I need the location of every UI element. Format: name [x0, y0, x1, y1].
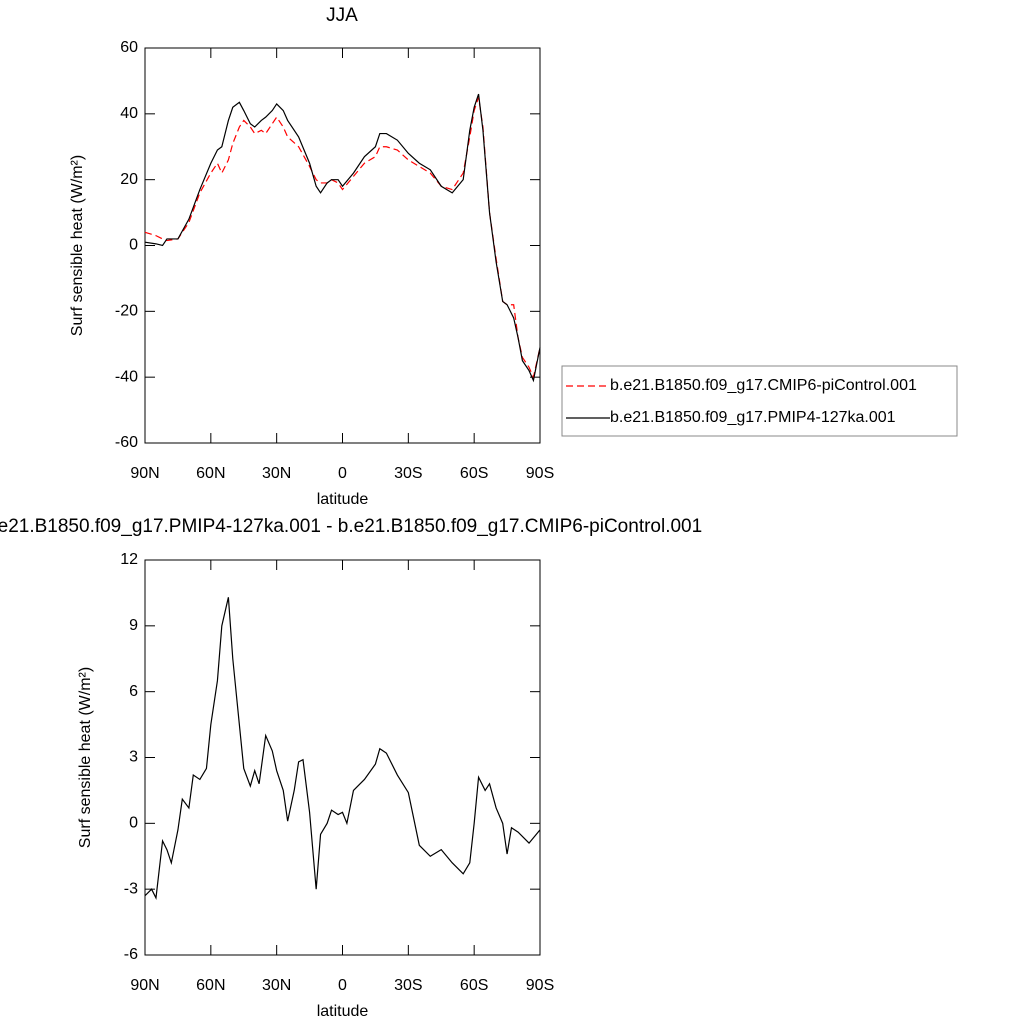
x-tick-label: 30S [394, 465, 422, 482]
x-tick-label: 30N [262, 465, 291, 482]
chart-title: JJA [326, 5, 358, 26]
legend-label: b.e21.B1850.f09_g17.PMIP4-127ka.001 [610, 409, 896, 426]
x-tick-label: 90S [526, 977, 554, 994]
y-tick-label: 3 [129, 749, 138, 766]
x-tick-label: 0 [338, 977, 347, 994]
chart-title: b.e21.B1850.f09_g17.PMIP4-127ka.001 - b.… [0, 516, 702, 537]
x-axis-label: latitude [317, 491, 369, 508]
y-tick-label: 20 [120, 171, 138, 188]
data-line [144, 93, 541, 383]
y-tick-label: 12 [120, 551, 138, 568]
x-axis-label: latitude [317, 1003, 369, 1020]
x-tick-label: 90N [130, 977, 159, 994]
y-tick-label: -60 [115, 434, 138, 451]
x-tick-label: 60N [196, 977, 225, 994]
legend-label: b.e21.B1850.f09_g17.CMIP6-piControl.001 [610, 377, 917, 394]
x-tick-label: 30S [394, 977, 422, 994]
y-tick-label: -6 [124, 946, 138, 963]
x-tick-label: 90S [526, 465, 554, 482]
y-tick-label: 0 [129, 237, 138, 254]
legend-box [561, 365, 958, 437]
y-tick-label: 0 [129, 815, 138, 832]
x-tick-label: 0 [338, 465, 347, 482]
y-tick-label: 60 [120, 39, 138, 56]
y-tick-label: 6 [129, 683, 138, 700]
y-tick-label: -20 [115, 303, 138, 320]
plot-frame [144, 559, 541, 956]
data-line [144, 597, 541, 901]
x-tick-label: 90N [130, 465, 159, 482]
y-axis-label: Surf sensible heat (W/m²) [69, 155, 86, 336]
y-tick-label: 40 [120, 105, 138, 122]
legend: b.e21.B1850.f09_g17.CMIP6-piControl.001b… [561, 365, 958, 437]
y-tick-label: -40 [115, 368, 138, 385]
data-line [144, 97, 541, 380]
x-tick-label: 60N [196, 465, 225, 482]
x-tick-label: 60S [460, 977, 488, 994]
y-tick-label: -3 [124, 880, 138, 897]
y-axis-label: Surf sensible heat (W/m²) [77, 667, 94, 848]
x-tick-label: 60S [460, 465, 488, 482]
y-tick-label: 9 [129, 617, 138, 634]
x-tick-label: 30N [262, 977, 291, 994]
